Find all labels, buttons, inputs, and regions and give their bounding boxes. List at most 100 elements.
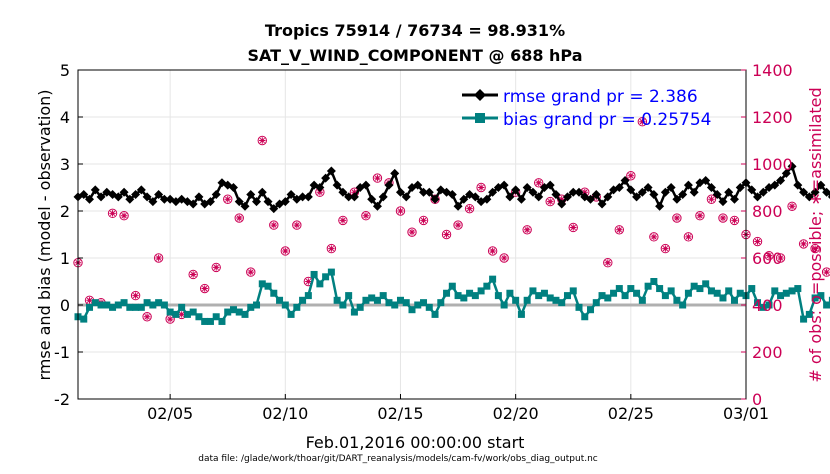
obs-assimilated-point: [708, 196, 714, 202]
bias-point: [288, 311, 295, 318]
bias-point: [270, 290, 277, 297]
bias-point: [616, 285, 623, 292]
obs-assimilated-point: [225, 196, 231, 202]
bias-point: [506, 290, 513, 297]
obs-assimilated-point: [628, 173, 634, 179]
obs-assimilated-point: [478, 184, 484, 190]
obs-assimilated-point: [86, 297, 92, 303]
obs-assimilated-point: [662, 245, 668, 251]
bias-point: [622, 292, 629, 299]
x-tick-label: 02/15: [377, 404, 423, 423]
obs-assimilated-point: [409, 229, 415, 235]
bias-point: [178, 304, 185, 311]
obs-assimilated-point: [294, 222, 300, 228]
obs-assimilated-point: [443, 231, 449, 237]
bias-point: [719, 294, 726, 301]
right-tick-label: 1400: [752, 61, 793, 80]
obs-assimilated-point: [524, 227, 530, 233]
bias-point: [328, 269, 335, 276]
bias-point: [80, 316, 87, 323]
footnote: data file: /glade/work/thoar/git/DART_re…: [198, 454, 598, 464]
bias-point: [172, 311, 179, 318]
bias-point: [656, 285, 663, 292]
chart-title-line2: SAT_V_WIND_COMPONENT @ 688 hPa: [247, 46, 582, 65]
bias-point: [587, 306, 594, 313]
obs-assimilated-point: [455, 222, 461, 228]
bias-point: [443, 290, 450, 297]
x-tick-label: 03/01: [723, 404, 769, 423]
left-axis-label: rmse and bias (model - observation): [35, 89, 54, 380]
obs-assimilated-point: [605, 260, 611, 266]
obs-assimilated-point: [340, 217, 346, 223]
right-tick-label: 600: [752, 249, 783, 268]
bias-point: [685, 290, 692, 297]
obs-assimilated-point: [236, 215, 242, 221]
bias-point: [668, 287, 675, 294]
obs-assimilated-point: [259, 137, 265, 143]
bias-point: [558, 299, 565, 306]
bias-point: [702, 280, 709, 287]
right-tick-label: 800: [752, 202, 783, 221]
bias-point: [432, 311, 439, 318]
obs-assimilated-point: [178, 311, 184, 317]
obs-assimilated-point: [570, 224, 576, 230]
left-tick-label: 0: [60, 296, 70, 315]
bias-point: [489, 276, 496, 283]
bias-point: [650, 278, 657, 285]
bias-point: [253, 302, 260, 309]
bias-point: [576, 304, 583, 311]
left-tick-label: 5: [60, 61, 70, 80]
obs-assimilated-point: [674, 215, 680, 221]
x-tick-label: 02/25: [608, 404, 654, 423]
bias-point: [161, 302, 168, 309]
right-tick-label: 1000: [752, 155, 793, 174]
right-axis-label: # of obs: o=possible; ∗=assimilated: [806, 87, 825, 382]
obs-assimilated-point: [248, 269, 254, 275]
obs-assimilated-point: [144, 314, 150, 320]
bias-point: [449, 283, 456, 290]
bias-point: [293, 304, 300, 311]
bias-point: [357, 304, 364, 311]
obs-assimilated-point: [109, 210, 115, 216]
obs-assimilated-point: [720, 215, 726, 221]
bias-point: [311, 271, 318, 278]
bias-point: [242, 311, 249, 318]
obs-assimilated-point: [201, 285, 207, 291]
obs-assimilated-point: [685, 234, 691, 240]
obs-assimilated-point: [328, 245, 334, 251]
bias-point: [501, 302, 508, 309]
bias-point: [339, 302, 346, 309]
bias-point: [593, 299, 600, 306]
obs-assimilated-point: [420, 217, 426, 223]
legend-bias-marker: [475, 113, 485, 123]
obs-assimilated-point: [535, 180, 541, 186]
left-tick-label: -2: [54, 390, 70, 409]
bias-point: [794, 285, 801, 292]
obs-assimilated-point: [363, 213, 369, 219]
obs-assimilated-point: [132, 292, 138, 298]
obs-assimilated-point: [754, 238, 760, 244]
bias-point: [345, 292, 352, 299]
bias-point: [380, 292, 387, 299]
bias-point: [731, 297, 738, 304]
bias-point: [437, 299, 444, 306]
obs-assimilated-point: [397, 208, 403, 214]
right-tick-label: 400: [752, 296, 783, 315]
left-tick-label: 1: [60, 249, 70, 268]
right-tick-label: 200: [752, 343, 783, 362]
bias-point: [725, 287, 732, 294]
chart-title-line1: Tropics 75914 / 76734 = 98.931%: [265, 21, 565, 40]
legend-bias-label: bias grand pr = 0.25754: [503, 110, 712, 130]
obs-assimilated-point: [731, 217, 737, 223]
bias-point: [495, 292, 502, 299]
obs-assimilated-point: [374, 175, 380, 181]
bias-point: [426, 304, 433, 311]
bias-point: [524, 297, 531, 304]
obs-assimilated-point: [547, 198, 553, 204]
obs-assimilated-point: [651, 234, 657, 240]
bias-point: [282, 302, 289, 309]
obs-assimilated-point: [501, 255, 507, 261]
obs-assimilated-point: [489, 248, 495, 254]
left-tick-label: 2: [60, 202, 70, 221]
